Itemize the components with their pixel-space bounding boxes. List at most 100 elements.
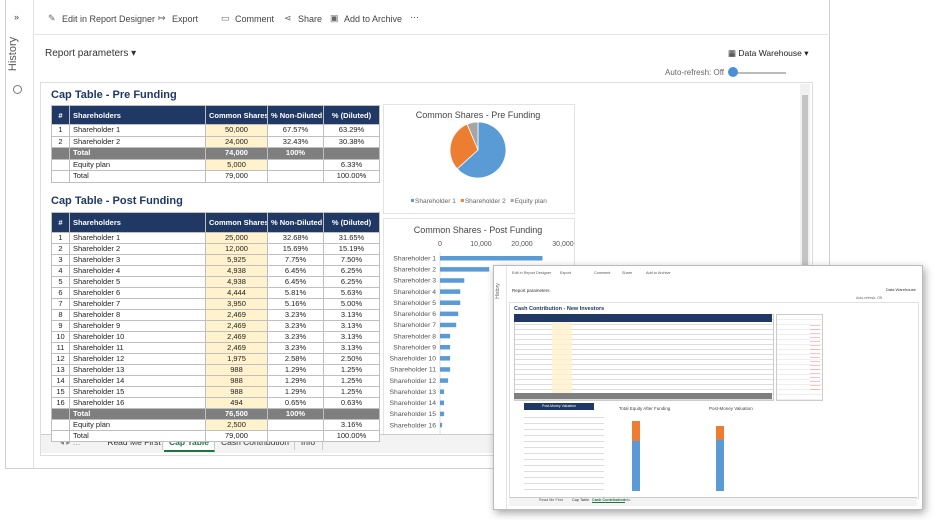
table-cell: 1.29% xyxy=(267,364,324,376)
table-cell: 3,950 xyxy=(205,298,268,310)
header-row: # Shareholders Common Shares% Non-Diluted%… xyxy=(51,105,380,125)
toolbar-button[interactable]: Edit in Report Designer xyxy=(62,14,156,24)
table-cell: 24,000 xyxy=(205,135,268,149)
refresh-knob[interactable] xyxy=(728,67,738,77)
table-cell: Equity plan xyxy=(69,419,206,431)
table-cell: 5.81% xyxy=(267,287,324,299)
table-cell: 1.25% xyxy=(323,375,380,387)
table-cell: 7.50% xyxy=(323,254,380,266)
table-cell: 3 xyxy=(51,254,70,266)
table-cell: 6.25% xyxy=(323,265,380,277)
legend-swatch xyxy=(510,199,514,202)
y-tick-label: Shareholder 1 xyxy=(393,256,436,263)
table-cell: 988 xyxy=(205,364,268,376)
refresh-slider[interactable] xyxy=(730,72,786,74)
inset-auto-refresh: Auto-refresh: Off xyxy=(856,296,882,300)
table-cell: 3.13% xyxy=(323,331,380,343)
table-row: 2 Shareholder 2 24,000 32.43% 30.38% xyxy=(51,135,380,149)
table-cell: 3.23% xyxy=(267,342,324,354)
table-cell: 2 xyxy=(51,243,70,255)
table-cell: Shareholder 9 xyxy=(69,320,206,332)
inset-chart-title-1: Total Equity After Funding xyxy=(619,406,671,411)
toolbar-icon: ▣ xyxy=(330,13,339,23)
toolbar-icon: ⋖ xyxy=(284,13,292,23)
tab[interactable]: Cash Contribution xyxy=(216,435,295,450)
bars: Shareholder 1 Shareholder 2 Shareholder 3 S… xyxy=(390,252,543,434)
header-cell: % Non-Diluted xyxy=(267,105,324,125)
header-cell: Shareholders xyxy=(69,212,206,233)
table-cell xyxy=(323,408,380,420)
toolbar-button[interactable]: Share xyxy=(298,14,323,24)
table-cell: 6.25% xyxy=(323,276,380,288)
toolbar-icon: ↦ xyxy=(158,13,166,23)
table-cell: 12,000 xyxy=(205,243,268,255)
table-cell: 25,000 xyxy=(205,232,268,244)
table-cell xyxy=(267,419,324,431)
history-icon xyxy=(13,85,22,94)
bar xyxy=(440,389,445,394)
inset-bar-blue-2 xyxy=(716,440,724,491)
table-cell: 5.16% xyxy=(267,298,324,310)
y-tick-label: Shareholder 16 xyxy=(390,422,437,429)
cap-table: # Shareholders Common Shares% Non-Diluted%… xyxy=(51,105,380,183)
table-cell: Total xyxy=(69,430,206,442)
table-row: 7 Shareholder 7 3,950 5.16% 5.00% xyxy=(51,298,380,310)
table-cell: 6.33% xyxy=(323,158,380,172)
inset-table-total xyxy=(514,393,772,399)
inset-tab-bar xyxy=(509,497,917,506)
table-cell: 76,500 xyxy=(205,408,268,420)
bar xyxy=(440,367,451,372)
toolbar-button[interactable]: Export xyxy=(172,14,199,24)
table-row: 6 Shareholder 6 4,444 5.81% 5.63% xyxy=(51,287,380,299)
table-cell: 2.50% xyxy=(323,353,380,365)
bar xyxy=(440,289,461,294)
table-cell: Shareholder 6 xyxy=(69,287,206,299)
table-cell: Total xyxy=(69,147,206,160)
table-cell: 79,000 xyxy=(205,430,268,442)
y-tick-label: Shareholder 2 xyxy=(393,267,436,274)
header-cell: % (Diluted) xyxy=(323,105,380,125)
table-cell: Shareholder 13 xyxy=(69,364,206,376)
header-cell: Common Shares xyxy=(205,212,268,233)
expand[interactable]: » xyxy=(14,12,20,22)
table-cell: 1,975 xyxy=(205,353,268,365)
table-cell: 4,938 xyxy=(205,265,268,277)
y-tick-label: Shareholder 3 xyxy=(393,278,436,285)
table-cell: 6 xyxy=(51,287,70,299)
auto-refresh[interactable]: Auto-refresh: Off xyxy=(665,68,724,77)
more[interactable]: ··· xyxy=(410,12,419,22)
x-tick-label: 0 xyxy=(438,241,442,248)
table-row: 16 Shareholder 16 494 0.65% 0.63% xyxy=(51,397,380,409)
toolbar-divider xyxy=(35,34,828,35)
bar xyxy=(440,422,443,428)
table-cell: 2 xyxy=(51,135,70,149)
table-cell: Shareholder 8 xyxy=(69,309,206,321)
bar xyxy=(440,333,451,339)
table-cell: 11 xyxy=(51,342,70,354)
table-row: 4 Shareholder 4 4,938 6.45% 6.25% xyxy=(51,265,380,277)
toolbar-button[interactable]: Add to Archive xyxy=(344,14,403,24)
table-cell xyxy=(51,419,70,431)
table-cell: 4,444 xyxy=(205,287,268,299)
header-cell: % (Diluted) xyxy=(323,212,380,233)
toolbar-button[interactable]: Comment xyxy=(235,14,275,24)
pie-slice xyxy=(466,121,479,151)
table-cell: 2,469 xyxy=(205,342,268,354)
inset-toolbar-button: Export xyxy=(560,271,571,275)
inset-bar-orange-1 xyxy=(632,421,640,441)
table-row: 2 Shareholder 2 12,000 15.69% 15.19% xyxy=(51,243,380,255)
table-row: 10 Shareholder 10 2,469 3.23% 3.13% xyxy=(51,331,380,343)
tab[interactable]: Info xyxy=(294,435,323,450)
inset-title: Cash Contribution - New Investors xyxy=(514,306,605,312)
table-cell: Shareholder 15 xyxy=(69,386,206,398)
scroll-thumb[interactable] xyxy=(802,95,808,395)
report-parameters[interactable]: Report parameters ▾ xyxy=(45,48,137,59)
table-cell: 74,000 xyxy=(205,147,268,160)
table-cell: 15.19% xyxy=(323,243,380,255)
table-cell: Total xyxy=(69,408,206,420)
tab[interactable]: Read Me First xyxy=(106,435,163,450)
tab-nav[interactable]: ◂ ▸ … xyxy=(60,438,81,447)
data-source[interactable]: ▦ Data Warehouse ▾ xyxy=(728,48,809,58)
inset-screenshot: History Report parameters Data Warehouse… xyxy=(493,265,923,510)
table-cell: 5,925 xyxy=(205,254,268,266)
